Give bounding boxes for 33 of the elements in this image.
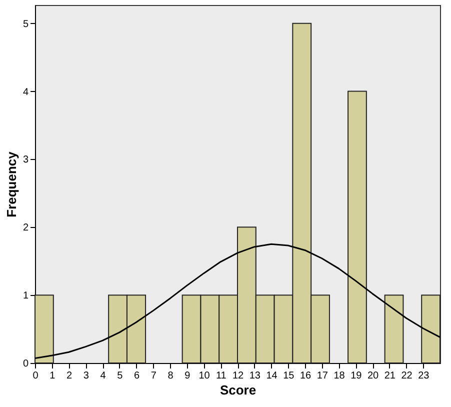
x-tick-label: 18 [334,370,346,382]
x-tick-label: 2 [66,370,72,382]
x-tick-label: 17 [316,370,328,382]
x-tick-label: 16 [300,370,312,382]
x-tick-label: 8 [168,370,174,382]
y-tick-label: 1 [22,290,29,302]
x-tick-label: 0 [32,370,39,382]
x-tick-label: 9 [184,370,191,382]
x-tick-label: 6 [134,370,140,382]
y-axis-title: Frequency [4,150,19,218]
x-tick-label: 20 [367,370,379,382]
line-series [34,243,441,359]
x-tick-label: 15 [283,370,295,382]
y-tick-label: 3 [22,154,29,166]
x-tick-label: 10 [198,370,210,382]
y-tick-label: 2 [22,222,29,234]
x-tick-label: 21 [384,370,396,382]
x-tick-label: 1 [50,370,56,382]
x-tick-label: 5 [117,370,124,382]
x-tick-label: 14 [266,370,278,382]
x-tick-label: 3 [83,370,90,382]
x-tick-label: 7 [150,370,157,382]
x-tick-label: 4 [100,370,106,382]
x-tick-label: 19 [350,370,362,382]
x-axis-title: Score [220,382,256,398]
x-tick-label: 12 [232,370,244,382]
x-tick-label: 22 [401,370,413,382]
x-tick-label: 11 [216,370,227,382]
x-tick-label: 23 [418,370,430,382]
x-tick-label: 13 [249,370,261,382]
y-tick-label: 4 [22,86,29,98]
y-tick-label: 5 [22,18,29,30]
y-tick-label: 0 [22,358,29,370]
